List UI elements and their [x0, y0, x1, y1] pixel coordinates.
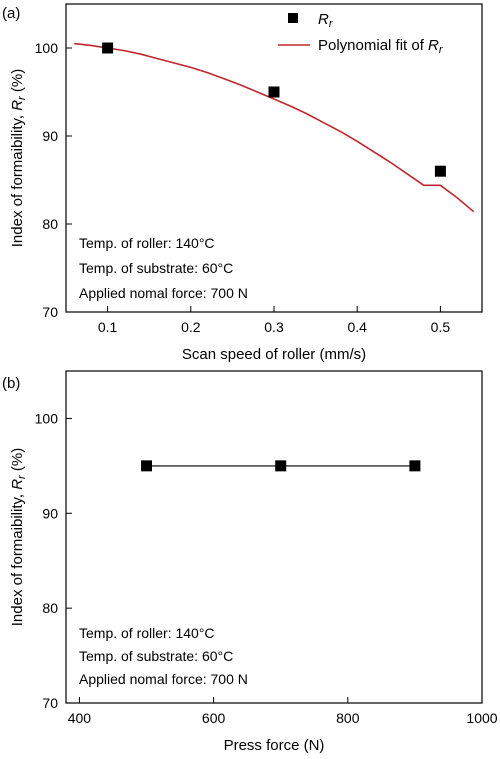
panel-label-b: (b): [2, 375, 20, 392]
x-tick-label-b: 1000: [466, 710, 497, 726]
data-point-b-1: [275, 460, 287, 472]
x-axis-label-b: Press force (N): [224, 737, 325, 754]
x-tick-label-b: 800: [336, 710, 360, 726]
data-point-a-1: [268, 86, 280, 98]
legend-label-fit: Polynomial fit of Rr: [318, 37, 444, 56]
axis-ticks-a: 0.1 0.2 0.3 0.4 0.5 70 80 90 100: [35, 40, 451, 335]
y-tick-label-a: 90: [42, 128, 58, 144]
y-tick-label-b: 100: [35, 410, 59, 426]
y-tick-label-b: 80: [42, 600, 58, 616]
chart-a: (a) 0.1 0.2 0.3 0.4 0.5 70 80 90 100 Rr Polynomi…: [2, 3, 483, 363]
x-axis-label-a: Scan speed of roller (mm/s): [182, 346, 366, 363]
data-point-a-0: [102, 42, 114, 54]
x-tick-label-a: 0.5: [431, 319, 451, 335]
legend-marker-rr: [288, 13, 298, 23]
x-tick-label-a: 0.1: [98, 319, 118, 335]
x-tick-label-a: 0.3: [264, 319, 284, 335]
annotation-substrate-temp-b: Temp. of substrate: 60°C: [79, 648, 233, 664]
y-tick-label-b: 70: [42, 695, 58, 711]
data-point-b-0: [141, 460, 153, 472]
y-tick-label-a: 70: [42, 304, 58, 320]
chart-b: (b) 400 600 800 1000 70 80 90 100 Temp. of roll…: [2, 370, 498, 754]
annotation-normal-force-a: Applied nomal force: 700 N: [79, 285, 248, 301]
legend-a: Rr Polynomial fit of Rr: [278, 11, 444, 56]
annotation-roller-temp-a: Temp. of roller: 140°C: [79, 235, 215, 251]
data-point-a-2: [434, 165, 446, 177]
y-axis-label-a: Index of formaibility, Rr (%): [9, 69, 28, 247]
x-tick-label-a: 0.2: [181, 319, 201, 335]
y-tick-label-a: 100: [35, 40, 59, 56]
panel-label-a: (a): [2, 5, 20, 22]
y-tick-label-a: 80: [42, 216, 58, 232]
plot-area-a: [74, 42, 475, 213]
y-axis-label-b: Index of formaibility, Rr (%): [9, 448, 28, 626]
axis-ticks-b: 400 600 800 1000 70 80 90 100: [35, 410, 498, 726]
plot-area-b: [141, 460, 421, 472]
x-tick-label-a: 0.4: [347, 319, 367, 335]
plot-frame-b: [65, 370, 483, 704]
annotation-normal-force-b: Applied nomal force: 700 N: [79, 671, 248, 687]
x-tick-label-b: 400: [68, 710, 92, 726]
data-point-b-2: [409, 460, 421, 472]
x-tick-label-b: 600: [202, 710, 226, 726]
annotation-substrate-temp-a: Temp. of substrate: 60°C: [79, 260, 233, 276]
fit-line-a: [74, 42, 475, 213]
annotation-roller-temp-b: Temp. of roller: 140°C: [79, 625, 215, 641]
legend-label-rr: Rr: [318, 11, 334, 30]
y-tick-label-b: 90: [42, 505, 58, 521]
